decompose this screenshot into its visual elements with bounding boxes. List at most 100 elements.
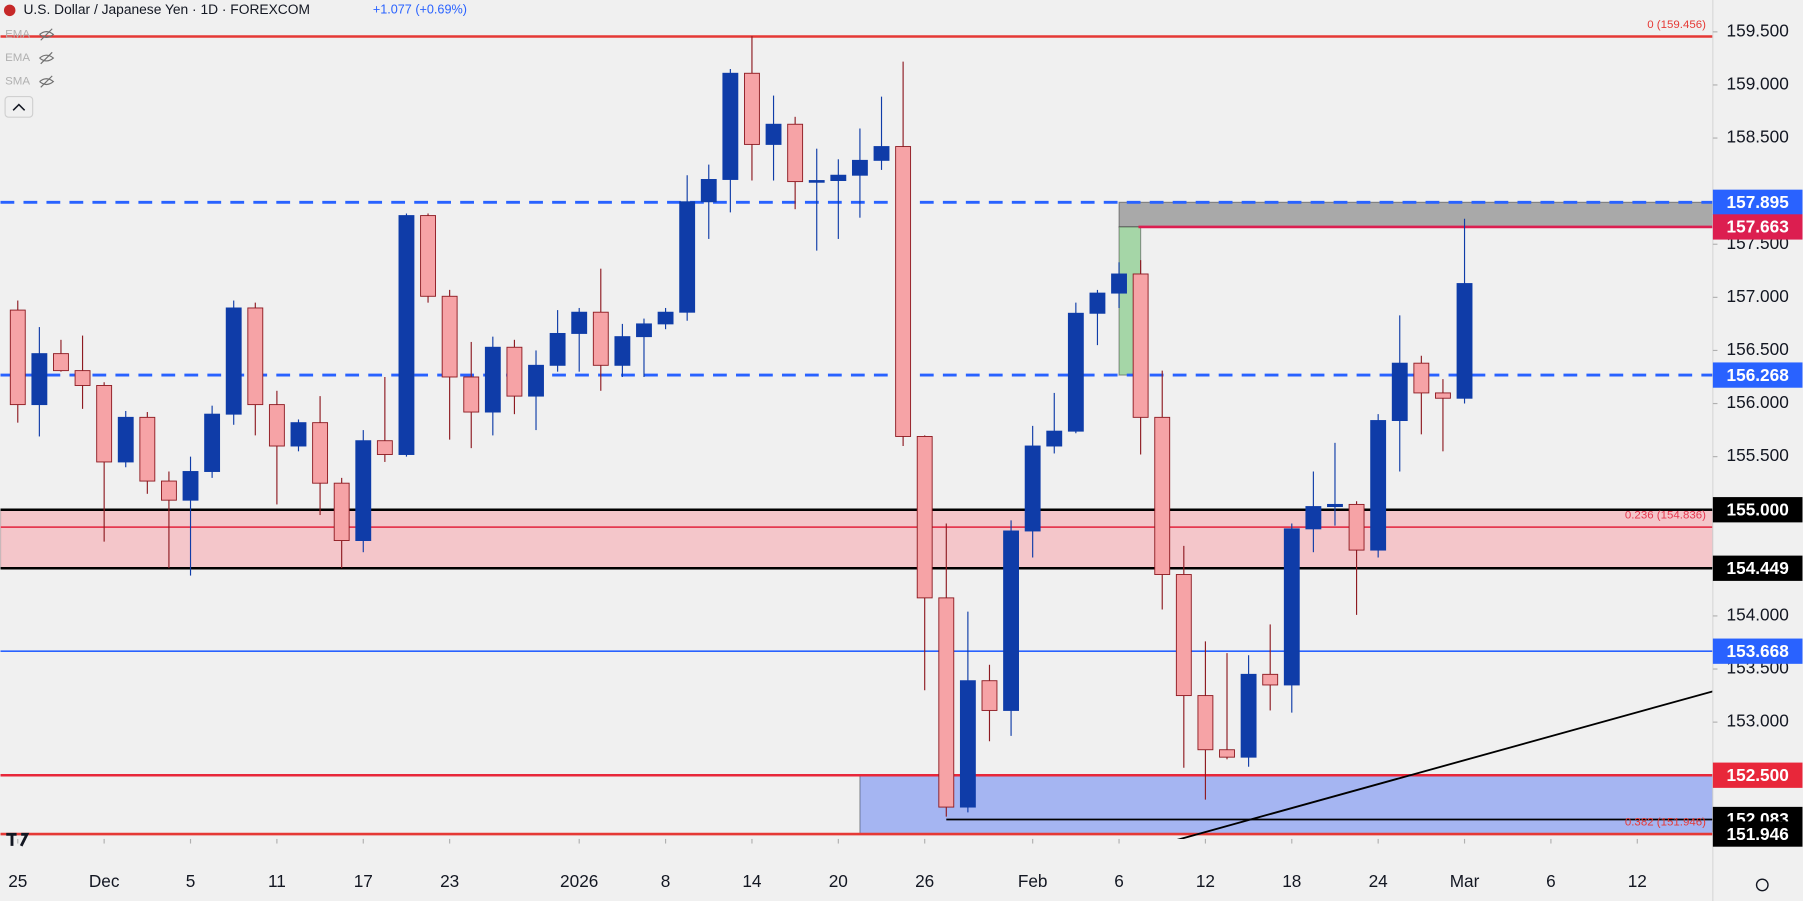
- candle-body: [765, 123, 782, 145]
- overlay: 153.000153.500154.000155.500156.000156.5…: [8, 20, 1803, 891]
- candle-body: [9, 309, 26, 406]
- x-tick-label: Mar: [1450, 871, 1480, 891]
- candle-body: [1370, 420, 1387, 551]
- candle-body: [1283, 528, 1300, 686]
- settings-icon[interactable]: [1755, 878, 1769, 892]
- candle-body: [268, 404, 285, 447]
- candle-body: [1046, 430, 1063, 447]
- x-tick-label: 23: [440, 871, 459, 891]
- x-tick-label: 12: [1196, 871, 1215, 891]
- candle-body: [506, 346, 523, 397]
- logo: [6, 832, 30, 847]
- candle-body: [290, 422, 307, 447]
- candle-body: [1413, 362, 1430, 394]
- y-tick-label: 156.500: [1727, 339, 1789, 359]
- y-tick-label: 155.500: [1727, 445, 1789, 465]
- candle-body: [1024, 445, 1041, 532]
- candle-body: [1132, 273, 1149, 418]
- x-tick-label: 18: [1282, 871, 1301, 891]
- y-tick-label: 157.000: [1727, 286, 1789, 306]
- candle-body: [1348, 503, 1365, 551]
- candle-body: [376, 440, 393, 455]
- candle-body: [160, 480, 177, 501]
- candle-body: [895, 146, 912, 437]
- price-badge: [1712, 555, 1803, 581]
- candle-body: [182, 471, 199, 501]
- candle-body: [398, 215, 415, 455]
- indicator-label: EMA: [5, 52, 30, 64]
- candle-body: [247, 307, 264, 406]
- candle-body: [657, 311, 674, 325]
- x-tick-label: 8: [661, 871, 671, 891]
- y-tick-label: 159.500: [1727, 20, 1789, 40]
- candle-body: [549, 332, 566, 366]
- candle-body: [1003, 530, 1020, 711]
- price-badge-label: 153.668: [1727, 641, 1790, 661]
- candle-body: [1175, 574, 1192, 697]
- collapse-icon: [12, 103, 26, 111]
- y-tick-label: 156.000: [1727, 392, 1789, 412]
- candle-body: [787, 123, 804, 183]
- candle-body: [722, 72, 739, 180]
- collapse-button[interactable]: [4, 95, 34, 118]
- x-tick-label: 17: [354, 871, 373, 891]
- hidden-eye-icon: [39, 51, 55, 65]
- x-tick-label: 12: [1628, 871, 1647, 891]
- candle-body: [463, 376, 480, 413]
- candle-body: [981, 680, 998, 711]
- price-badge-label: 157.663: [1727, 217, 1789, 237]
- candle-body: [355, 440, 372, 541]
- candle-body: [1111, 273, 1127, 294]
- symbol-flag: [3, 4, 16, 17]
- candle-body: [1067, 312, 1084, 432]
- candle-body: [1197, 695, 1214, 751]
- candle-body: [938, 597, 955, 808]
- candle-body: [916, 436, 933, 599]
- candle-body: [53, 353, 69, 372]
- price-zone: [0, 509, 1713, 569]
- x-tick-label: 2026: [560, 871, 598, 891]
- candle-body: [1305, 506, 1322, 530]
- hidden-eye-icon: [39, 28, 55, 41]
- candle-body: [1240, 673, 1257, 758]
- x-tick-label: 14: [742, 871, 762, 891]
- candle-body: [959, 680, 976, 808]
- candle-body: [873, 146, 890, 161]
- candle-body: [1154, 416, 1171, 575]
- candle-body: [96, 385, 113, 463]
- price-zone: [1118, 201, 1713, 228]
- y-tick-label: 159.000: [1727, 74, 1789, 94]
- candle-body: [1435, 392, 1451, 399]
- x-tick-label: 11: [268, 871, 286, 891]
- price-badge-label: 157.895: [1727, 192, 1790, 212]
- fib-label: 0 (159.456): [1647, 19, 1706, 31]
- candle-body: [441, 295, 458, 378]
- candle-body: [636, 323, 652, 338]
- candle-body: [614, 336, 631, 366]
- candle-body: [139, 416, 156, 482]
- candle-body: [592, 311, 609, 366]
- candle-body: [484, 346, 501, 413]
- candle-body: [1262, 673, 1279, 686]
- candle-body: [1391, 362, 1408, 421]
- indicator-label: EMA: [5, 29, 30, 41]
- y-tick-label: 158.500: [1727, 127, 1789, 147]
- candle-body: [679, 201, 696, 313]
- candle-body: [1089, 292, 1106, 314]
- price-change: +1.077 (+0.69%): [373, 3, 467, 17]
- x-tick-label: 25: [8, 871, 27, 891]
- candle-body: [31, 353, 48, 406]
- candle-body: [808, 180, 825, 183]
- symbol-title[interactable]: U.S. Dollar / Japanese Yen · 1D · FOREXC…: [23, 2, 309, 17]
- y-tick-label: 153.000: [1727, 711, 1789, 731]
- price-badge-label: 154.449: [1727, 558, 1789, 578]
- candle-body: [420, 215, 436, 297]
- candle-body: [225, 307, 242, 415]
- x-tick-label: 6: [1114, 871, 1124, 891]
- x-tick-label: 6: [1546, 871, 1556, 891]
- x-tick-label: 26: [915, 871, 934, 891]
- candle-body: [1219, 749, 1235, 758]
- candle-body: [312, 422, 329, 484]
